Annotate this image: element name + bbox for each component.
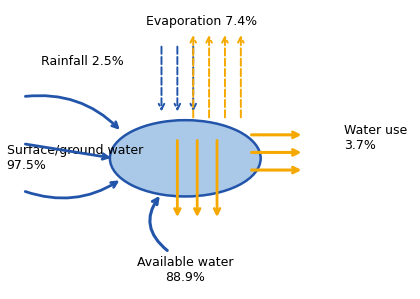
Text: Rainfall 2.5%: Rainfall 2.5% <box>41 55 123 68</box>
Text: Available water
88.9%: Available water 88.9% <box>137 257 234 284</box>
Text: Surface/ground water
97.5%: Surface/ground water 97.5% <box>7 144 143 172</box>
Text: Water use
3.7%: Water use 3.7% <box>344 124 407 152</box>
Text: Evaporation 7.4%: Evaporation 7.4% <box>146 15 257 28</box>
Ellipse shape <box>110 120 261 196</box>
